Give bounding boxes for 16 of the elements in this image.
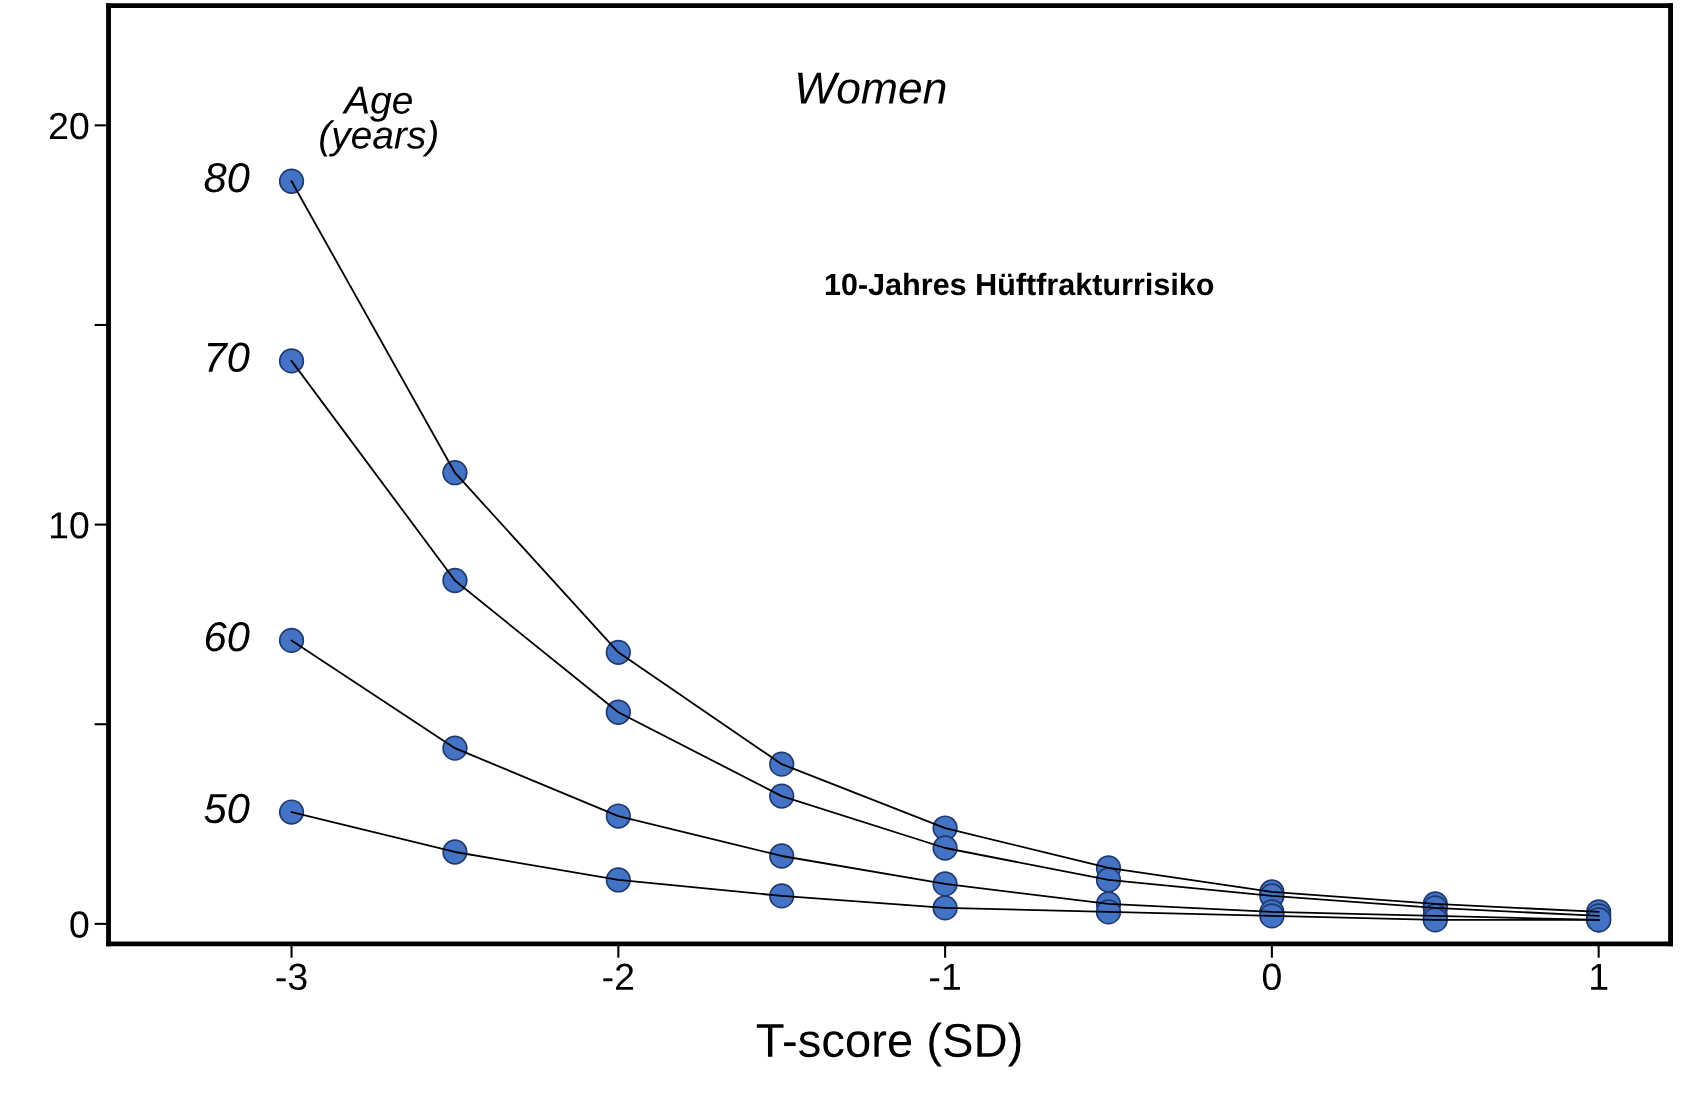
y-tick-label: 20 <box>49 112 89 140</box>
x-axis-title: T-score (SD) <box>756 1022 1021 1067</box>
legend-title: Age (years) <box>320 86 437 157</box>
x-tick-label: 0 <box>1262 963 1281 991</box>
y-tick-label: 0 <box>70 911 89 938</box>
x-tick-label: 1 <box>1591 963 1608 990</box>
x-tick-label: -2 <box>603 963 634 990</box>
series-label: 80 <box>204 162 250 193</box>
series-label: 50 <box>204 793 250 824</box>
text: Women <box>798 72 946 104</box>
series-label: 70 <box>207 342 250 373</box>
y-tick-label: 10 <box>50 512 89 539</box>
text: 10-Jahres Hüftfrakturrisiko <box>825 272 1214 296</box>
x-tick-label: -3 <box>276 963 307 991</box>
series-label: 60 <box>205 622 250 652</box>
x-tick-label: -1 <box>930 963 960 990</box>
